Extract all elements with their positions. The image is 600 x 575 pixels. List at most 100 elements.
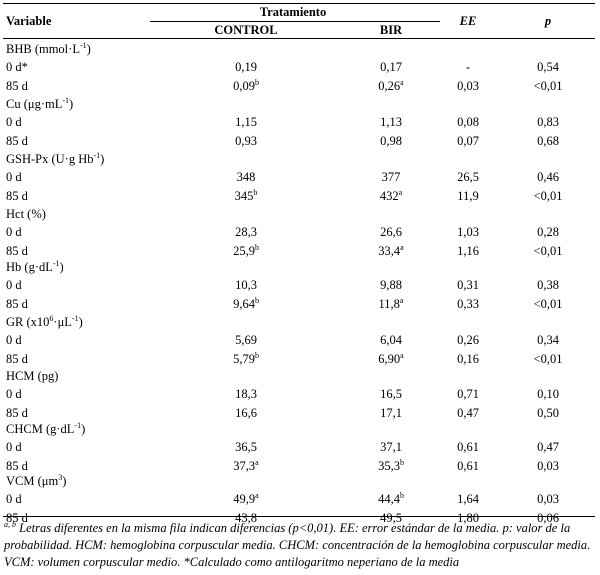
bir-value: 16,5 xyxy=(380,387,402,401)
day-label: 0 d xyxy=(6,387,22,401)
day-label: 0 d xyxy=(6,278,22,292)
variable-label: VCM (μm3) xyxy=(6,473,67,488)
p-number: 0,10 xyxy=(537,387,559,401)
bir-letter: a xyxy=(400,77,404,87)
ee-value: 0,07 xyxy=(457,134,479,148)
p-value: 0,68 xyxy=(537,134,559,148)
variable-label: BHB (mmol·L-1) xyxy=(6,40,91,56)
ee-value: 0,26 xyxy=(457,333,479,347)
bir-value: 0,26a xyxy=(378,77,404,93)
p-value: 0,03 xyxy=(537,492,559,506)
row-day: 0 d* xyxy=(6,60,28,74)
control-number: 345 xyxy=(234,189,254,203)
bir-value: 11,8a xyxy=(378,296,404,311)
header-p: p xyxy=(544,14,552,28)
bir-number: 432 xyxy=(379,189,399,203)
control-letter: a xyxy=(255,490,259,500)
ee-value: 1,03 xyxy=(457,225,479,239)
unit-exponent: -1 xyxy=(52,258,60,268)
unit-close: ) xyxy=(62,474,67,488)
p-value: 0,10 xyxy=(537,387,559,401)
control-number: 5,69 xyxy=(235,333,257,347)
p-value: 0,34 xyxy=(537,333,559,347)
control-value: 345b xyxy=(234,188,258,203)
row-day: 85 d xyxy=(6,134,28,148)
unit-close: ) xyxy=(69,97,74,111)
ee-number: 0,71 xyxy=(457,387,479,401)
day-label: 85 d xyxy=(6,459,28,473)
control-value: 25,9b xyxy=(233,243,259,258)
ee-value: 0,08 xyxy=(457,115,479,129)
ee-value: 0,16 xyxy=(457,352,479,366)
variable-label: GR (x106·μL-1) xyxy=(6,313,83,329)
bir-value: 432a xyxy=(379,188,402,203)
unit-exponent: -1 xyxy=(79,40,87,50)
day-label: 85 d xyxy=(6,244,28,258)
variable-name: Hct (%) xyxy=(6,207,46,221)
bir-value: 6,04 xyxy=(380,333,402,347)
row-day: 85 d xyxy=(6,352,28,366)
p-value: <0,01 xyxy=(534,79,563,93)
control-letter: a xyxy=(255,457,259,467)
p-value: 0,54 xyxy=(537,60,559,74)
p-value: 0,46 xyxy=(537,170,559,184)
unit-close: ) xyxy=(86,42,91,56)
row-day: 0 d xyxy=(6,333,22,347)
control-letter: b xyxy=(254,295,259,305)
variable-name: BHB (mmol·L xyxy=(6,42,80,56)
control-number: 36,5 xyxy=(235,440,257,454)
bir-number: 33,4 xyxy=(378,244,401,258)
p-number: 0,54 xyxy=(537,60,559,74)
row-day: 0 d xyxy=(6,225,22,239)
bir-number: 49,5 xyxy=(380,511,402,525)
p-number: 0,68 xyxy=(537,134,559,148)
control-value: 0,93 xyxy=(235,134,257,148)
ee-value: 0,61 xyxy=(457,440,479,454)
control-number: 10,3 xyxy=(235,278,257,292)
bir-value: 9,88 xyxy=(380,278,402,292)
ee-number: 0,47 xyxy=(457,406,479,420)
day-label: 85 d xyxy=(6,511,28,525)
bir-value: 35,3b xyxy=(378,458,404,473)
bir-number: 11,8 xyxy=(378,297,400,311)
bir-number: 0,26 xyxy=(378,79,401,93)
control-number: 28,3 xyxy=(235,225,257,239)
control-value: 0,09b xyxy=(233,78,259,93)
control-number: 43,8 xyxy=(235,511,257,525)
variable-name: Cu (μg·mL xyxy=(6,97,63,111)
control-number: 0,93 xyxy=(235,134,257,148)
p-value: <0,01 xyxy=(534,244,563,258)
p-number: 0,50 xyxy=(537,406,559,420)
unit-exponent: 6 xyxy=(49,313,54,323)
ee-value: 0,61 xyxy=(457,459,479,473)
day-label: 0 d xyxy=(6,115,22,129)
ee-number: 0,08 xyxy=(457,115,479,129)
day-label: 0 d xyxy=(6,170,22,184)
bir-number: 0,98 xyxy=(380,134,402,148)
row-day: 0 d xyxy=(6,387,22,401)
row-day: 85 d xyxy=(6,189,28,203)
variable-label: CHCM (g·dL-1) xyxy=(6,421,85,436)
ee-value: 0,33 xyxy=(457,297,479,311)
p-value: 0,03 xyxy=(537,459,559,473)
ee-value: 0,71 xyxy=(457,387,479,401)
variable-name: Hb (g·dL xyxy=(6,260,53,274)
ee-number: 0,16 xyxy=(457,352,479,366)
control-number: 1,15 xyxy=(235,115,257,129)
ee-number: 0,07 xyxy=(457,134,479,148)
bir-number: 37,1 xyxy=(380,440,402,454)
row-day: 85 d xyxy=(6,79,28,93)
control-number: 0,09 xyxy=(233,79,255,93)
day-label: 0 d* xyxy=(6,60,28,74)
p-value: 0,28 xyxy=(537,225,559,239)
p-value: <0,01 xyxy=(534,297,563,311)
row-day: 85 d xyxy=(6,406,28,420)
bir-value: 0,98 xyxy=(380,134,402,148)
ee-value: - xyxy=(466,60,470,74)
p-number: <0,01 xyxy=(533,352,563,366)
row-day: 0 d xyxy=(6,492,22,506)
header-rule xyxy=(3,38,595,39)
header-control: CONTROL xyxy=(214,23,278,37)
bir-number: 26,6 xyxy=(380,225,402,239)
p-value: 0,83 xyxy=(537,115,559,129)
